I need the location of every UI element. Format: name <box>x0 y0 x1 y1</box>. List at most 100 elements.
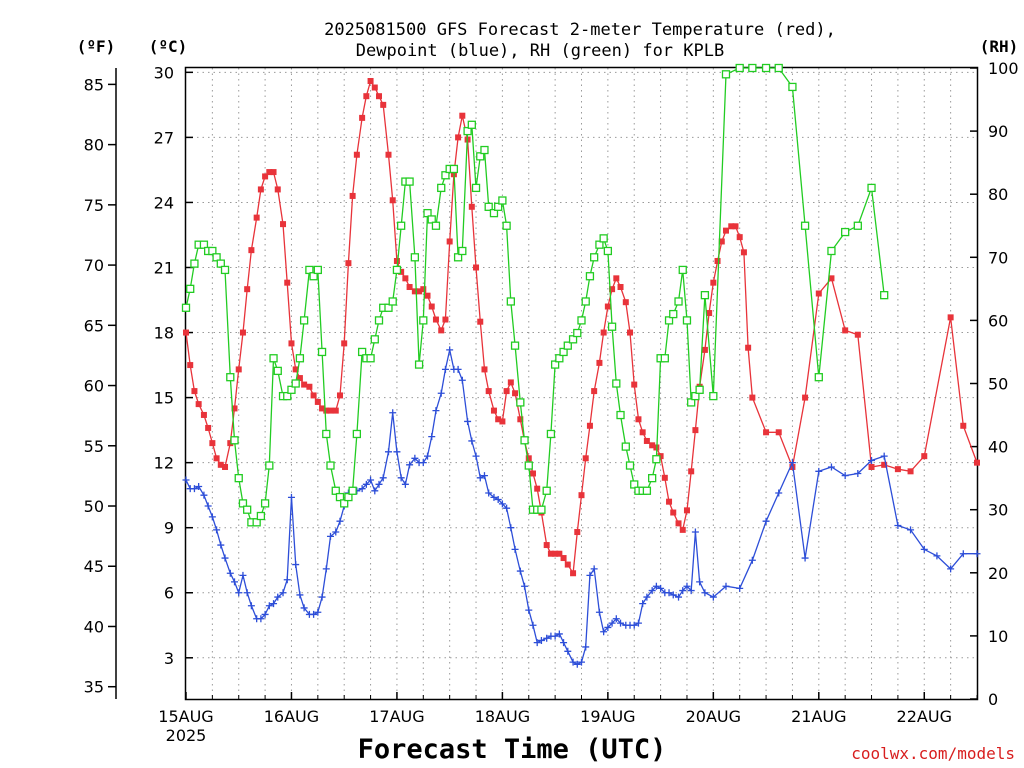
data-point-dewpoint <box>907 526 915 534</box>
data-point-temperature <box>627 329 634 336</box>
data-point-temperature <box>468 203 475 210</box>
data-point-temperature <box>960 422 967 429</box>
data-point-dewpoint <box>679 587 687 595</box>
data-point-dewpoint <box>564 647 572 655</box>
rh-tick-label: 30 <box>988 501 1008 520</box>
data-point-temperature <box>749 394 756 401</box>
x-tick-label: 20AUG <box>686 707 741 726</box>
data-point-dewpoint <box>612 615 620 623</box>
data-point-dewpoint <box>722 582 730 590</box>
rh-tick-label: 0 <box>988 690 998 709</box>
data-point-dewpoint <box>190 485 198 493</box>
data-point-rh <box>238 499 248 508</box>
data-point-temperature <box>661 474 668 481</box>
data-point-dewpoint <box>582 643 590 651</box>
data-point-temperature <box>622 299 629 306</box>
data-point-temperature <box>296 375 303 382</box>
fahrenheit-tick-label: 50 <box>84 497 104 516</box>
data-point-temperature <box>495 416 502 423</box>
data-point-dewpoint <box>424 452 432 460</box>
x-tick-label: 16AUG <box>264 707 319 726</box>
data-point-rh <box>612 379 621 388</box>
data-point-temperature <box>631 381 638 388</box>
celsius-tick-label: 18 <box>154 324 174 343</box>
data-point-temperature <box>473 264 480 271</box>
data-point-temperature <box>921 453 928 460</box>
data-point-dewpoint <box>221 554 229 562</box>
data-point-temperature <box>763 429 770 436</box>
chart-grid <box>186 68 977 699</box>
data-point-rh <box>867 183 876 193</box>
data-point-rh <box>709 391 718 401</box>
unit-label-celsius: (ºC) <box>149 37 188 56</box>
unit-label-fahrenheit: (ºF) <box>77 37 116 56</box>
data-point-temperature <box>227 440 234 447</box>
chart-title-line2: Dewpoint (blue), RH (green) for KPLB <box>356 41 724 61</box>
data-point-temperature <box>586 422 593 429</box>
x-axis-label: Forecast Time (UTC) <box>358 734 667 765</box>
x-tick-label: 15AUG <box>158 707 213 726</box>
data-point-rh <box>748 63 757 73</box>
data-point-temperature <box>842 327 849 334</box>
data-point-dewpoint <box>476 474 484 482</box>
data-point-rh <box>555 354 564 363</box>
data-point-rh <box>322 429 331 439</box>
celsius-tick-label: 6 <box>164 584 174 603</box>
data-point-rh <box>652 455 661 464</box>
data-point-temperature <box>393 257 400 264</box>
data-point-dewpoint <box>634 619 642 627</box>
rh-tick-label: 100 <box>988 59 1019 78</box>
x-tick-label: 22AUG <box>897 707 952 726</box>
data-point-rh <box>260 499 270 508</box>
rh-tick-label: 10 <box>988 627 1008 646</box>
data-point-dewpoint <box>880 452 888 460</box>
data-point-dewpoint <box>454 365 462 373</box>
data-point-rh <box>208 246 217 256</box>
data-point-rh <box>502 221 511 230</box>
data-point-rh <box>199 240 209 249</box>
data-point-rh <box>220 265 230 275</box>
data-point-temperature <box>722 227 729 234</box>
data-point-rh <box>423 208 432 218</box>
data-point-rh <box>212 253 221 262</box>
data-point-temperature <box>556 550 563 557</box>
data-point-dewpoint <box>675 593 683 601</box>
data-point-temperature <box>332 407 339 414</box>
data-point-temperature <box>231 405 238 412</box>
data-point-rh <box>721 70 731 79</box>
data-point-temperature <box>270 169 277 176</box>
data-point-rh <box>388 297 397 306</box>
data-point-temperature <box>402 275 409 282</box>
data-point-dewpoint <box>933 552 941 560</box>
data-point-dewpoint <box>314 608 322 616</box>
data-point-temperature <box>736 234 743 241</box>
data-point-rh <box>546 429 556 439</box>
data-point-dewpoint <box>375 480 383 488</box>
data-point-rh <box>273 366 282 376</box>
data-point-temperature <box>292 366 299 373</box>
data-point-rh <box>397 221 406 230</box>
data-point-dewpoint <box>841 472 849 480</box>
rh-tick-label: 40 <box>988 438 1008 457</box>
data-point-dewpoint <box>217 541 225 549</box>
data-point-temperature <box>718 238 725 245</box>
data-point-temperature <box>274 186 281 193</box>
data-point-temperature <box>385 151 392 158</box>
fahrenheit-tick-label: 60 <box>84 377 104 396</box>
data-point-temperature <box>235 366 242 373</box>
data-point-dewpoint <box>428 433 436 441</box>
credit-link[interactable]: coolwx.com/models <box>851 744 1015 763</box>
data-point-rh <box>537 505 546 514</box>
data-point-dewpoint <box>310 610 318 618</box>
data-point-temperature <box>881 461 888 468</box>
data-point-dewpoint <box>195 482 203 490</box>
data-point-rh <box>573 328 582 338</box>
data-point-rh <box>299 316 309 325</box>
celsius-tick-label: 9 <box>164 519 174 538</box>
data-point-temperature <box>802 394 809 401</box>
data-point-temperature <box>547 550 554 557</box>
data-point-rh <box>506 297 515 306</box>
data-point-dewpoint <box>446 346 454 354</box>
data-point-dewpoint <box>322 565 330 573</box>
